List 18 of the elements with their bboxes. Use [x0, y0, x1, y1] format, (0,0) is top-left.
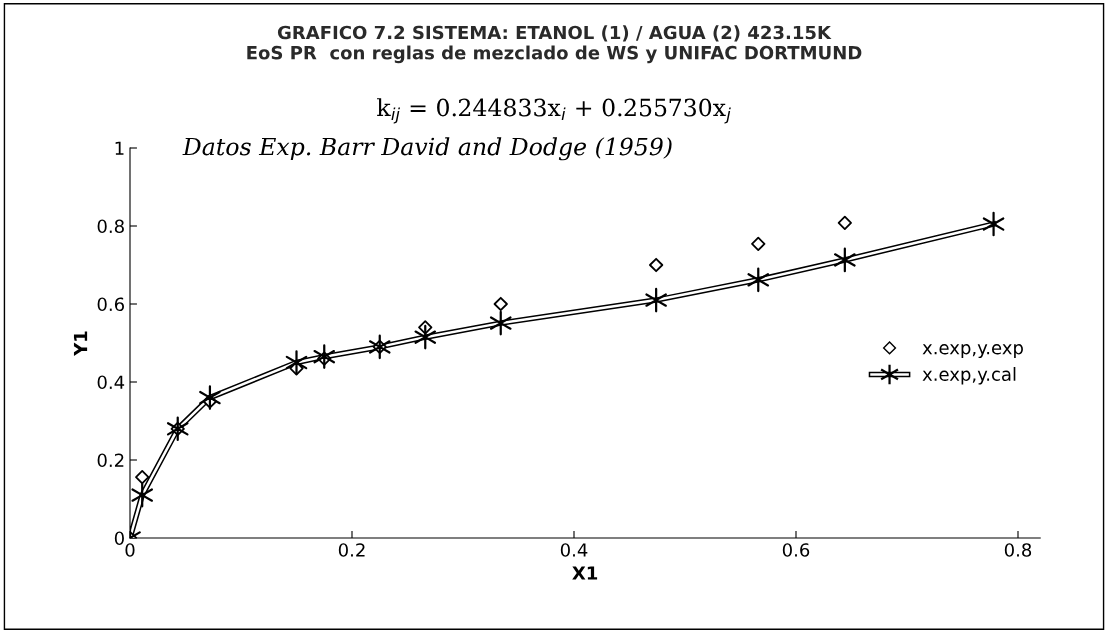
legend-label: x.exp,y.exp: [922, 344, 1023, 358]
chart-title: GRAFICO 7.2 SISTEMA: ETANOL (1) / AGUA (2) 423.15K EoS PR con reglas de mezclado de WS y UNIFAC DORTMUND: [247, 25, 862, 64]
y-tick-label: 0: [114, 531, 124, 546]
legend-label: x.exp,y.cal: [922, 367, 1016, 385]
x-axis-title: X1: [572, 566, 598, 580]
annotation: Datos Exp. Barr David and Dodge (1959): [182, 137, 672, 161]
y-axis-title: Y1: [73, 331, 88, 356]
y-tick-label: 0.4: [97, 375, 125, 390]
x-tick-label: 0.8: [1004, 543, 1032, 557]
y-tick-label: 0.8: [97, 219, 124, 234]
y-tick-label: 0.6: [97, 297, 124, 312]
y-tick-label: 0.2: [97, 453, 124, 468]
text: k$_{ij}$ = 0.244833x$_{i}$ + 0.255730x$_{j}$: [377, 98, 731, 124]
x-tick-label: 0.2: [338, 543, 365, 557]
x-tick-label: 0: [125, 543, 135, 557]
x-tick-label: 0.4: [560, 543, 588, 557]
y-tick-label: 1: [115, 141, 124, 155]
x-tick-label: 0.6: [782, 543, 810, 557]
